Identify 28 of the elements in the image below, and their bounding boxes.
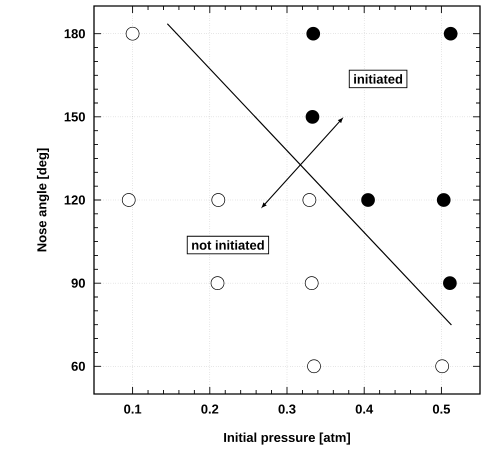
x-tick-label: 0.3	[278, 404, 296, 414]
annotation: initiated	[354, 74, 402, 84]
point	[306, 26, 320, 41]
point	[304, 276, 319, 290]
y-tick-label: 120	[64, 195, 85, 205]
x-tick-label: 0.4	[356, 404, 374, 414]
y-axis-title: Nose angle [deg]	[36, 148, 50, 252]
y-tick-label: 180	[64, 29, 85, 38]
point	[307, 359, 321, 374]
point	[211, 193, 226, 207]
x-tick-label: 0.2	[201, 404, 218, 414]
point	[306, 110, 320, 124]
point	[210, 276, 224, 290]
point	[436, 193, 451, 207]
point	[443, 276, 457, 290]
point	[126, 26, 140, 41]
point	[444, 26, 458, 41]
point	[435, 359, 450, 374]
y-tick-label: 150	[64, 112, 85, 122]
x-axis-title: Initial pressure [atm]	[224, 432, 350, 445]
annotation: not initiated	[192, 240, 264, 250]
point	[302, 193, 316, 207]
y-tick-label: 60	[72, 362, 85, 371]
point	[361, 193, 375, 207]
y-tick-label: 90	[72, 278, 85, 288]
x-tick-label: 0.1	[124, 404, 142, 414]
point	[122, 193, 136, 207]
x-tick-label: 0.5	[432, 404, 450, 414]
